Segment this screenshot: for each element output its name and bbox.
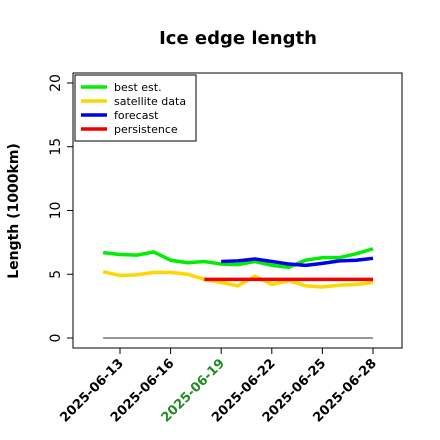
legend-label-best-est: best est. [114, 81, 162, 94]
legend-label-satellite-data: satellite data [114, 95, 186, 108]
legend: best est.satellite dataforecastpersisten… [74, 74, 197, 142]
x-axis: 2025-06-132025-06-162025-06-192025-06-22… [57, 348, 380, 426]
y-tick-label: 0 [48, 334, 64, 343]
y-tick-label: 5 [48, 270, 64, 279]
y-axis-label: Length (1000km) [6, 143, 22, 279]
y-axis: 0 5 10 15 20 [48, 74, 73, 342]
legend-label-persistence: persistence [114, 123, 178, 136]
series-line-satellite-data [102, 269, 374, 289]
y-tick-label: 15 [48, 138, 64, 156]
y-tick-label: 20 [48, 74, 64, 92]
legend-label-forecast: forecast [114, 109, 159, 122]
series-line-best-est [102, 247, 374, 269]
chart-title: Ice edge length [159, 28, 317, 49]
series-line-forecast [221, 256, 374, 268]
y-tick-label: 10 [48, 202, 64, 220]
series-layer [102, 247, 374, 339]
